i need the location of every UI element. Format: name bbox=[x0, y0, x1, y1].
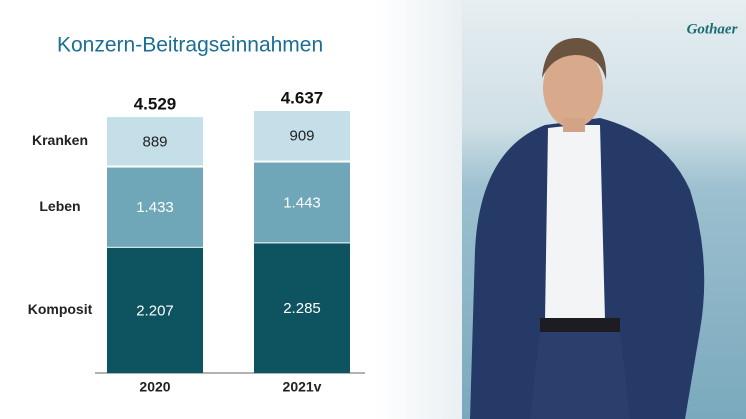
photo-fade bbox=[375, 0, 465, 419]
x-tick-label: 2021v bbox=[283, 379, 322, 395]
legend-label: Komposit bbox=[28, 301, 93, 317]
value-label: 1.443 bbox=[283, 194, 321, 211]
legend-label: Kranken bbox=[32, 132, 88, 148]
x-tick-label: 2020 bbox=[139, 379, 170, 395]
total-label: 4.529 bbox=[134, 95, 177, 114]
bar-segment bbox=[107, 117, 203, 166]
bar-segment bbox=[107, 167, 203, 247]
total-label: 4.637 bbox=[281, 88, 324, 107]
logo: Gothaer bbox=[687, 21, 738, 37]
value-label: 2.207 bbox=[136, 302, 174, 319]
plot: 2.207 Komposit 1.433 Leben 889 Kranken 4.529 20… bbox=[28, 88, 350, 395]
bar-segment bbox=[254, 111, 350, 161]
legend-label: Leben bbox=[39, 198, 80, 214]
value-label: 889 bbox=[142, 133, 167, 150]
value-label: 1.433 bbox=[136, 199, 174, 216]
person bbox=[470, 38, 705, 419]
bar-segment bbox=[107, 247, 203, 373]
value-label: 2.285 bbox=[283, 300, 321, 317]
bar-segment bbox=[254, 243, 350, 373]
value-label: 909 bbox=[289, 128, 314, 145]
chart-title: Konzern-Beitragseinnahmen bbox=[57, 34, 323, 57]
bar-segment bbox=[254, 162, 350, 243]
